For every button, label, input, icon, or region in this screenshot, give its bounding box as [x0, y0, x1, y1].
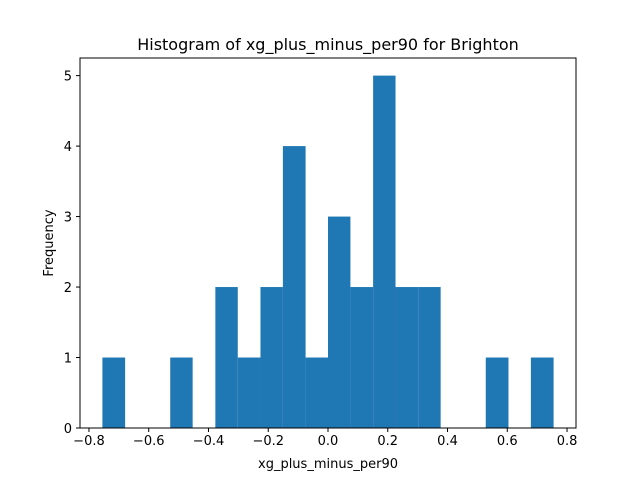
- y-axis-label: Frequency: [42, 209, 57, 276]
- histogram-bar-9: [305, 357, 328, 428]
- histogram-bar-11: [350, 287, 374, 428]
- histogram-bar-0: [102, 357, 126, 428]
- x-tick-label: −0.4: [193, 434, 225, 449]
- x-tick-label: 0.8: [557, 434, 578, 449]
- y-tick-label: 3: [64, 211, 72, 226]
- histogram-bar-8: [282, 146, 306, 428]
- histogram-bar-19: [530, 357, 554, 428]
- chart-title: Histogram of xg_plus_minus_per90 for Bri…: [137, 35, 519, 55]
- y-tick-label: 0: [64, 422, 72, 437]
- y-axis: 0 1 2 3 4 5: [64, 70, 80, 437]
- y-tick-label: 1: [64, 352, 72, 367]
- histogram-bar-13: [395, 287, 419, 428]
- histogram-bar-17: [485, 357, 509, 428]
- y-tick-label: 2: [64, 281, 72, 296]
- y-tick-label: 4: [64, 140, 72, 155]
- x-tick-label: −0.8: [73, 434, 105, 449]
- x-axis-label: xg_plus_minus_per90: [258, 457, 398, 472]
- x-tick-label: 0.4: [437, 434, 458, 449]
- x-tick-label: 0.6: [497, 434, 518, 449]
- histogram-bar-10: [328, 216, 351, 428]
- x-tick-label: −0.2: [252, 434, 284, 449]
- x-tick-label: −0.6: [133, 434, 165, 449]
- x-tick-label: 0.2: [377, 434, 398, 449]
- bars-group: [102, 75, 554, 428]
- histogram-bar-7: [260, 287, 283, 428]
- x-axis: −0.8 −0.6 −0.4 −0.2 0.0 0.2 0.4 0.6 0.8: [73, 428, 577, 449]
- histogram-bar-3: [170, 357, 193, 428]
- histogram-bar-6: [237, 357, 261, 428]
- x-tick-label: 0.0: [318, 434, 339, 449]
- histogram-bar-14: [418, 287, 441, 428]
- histogram-bar-5: [215, 287, 238, 428]
- y-tick-label: 5: [64, 70, 72, 85]
- histogram-bar-12: [373, 75, 396, 428]
